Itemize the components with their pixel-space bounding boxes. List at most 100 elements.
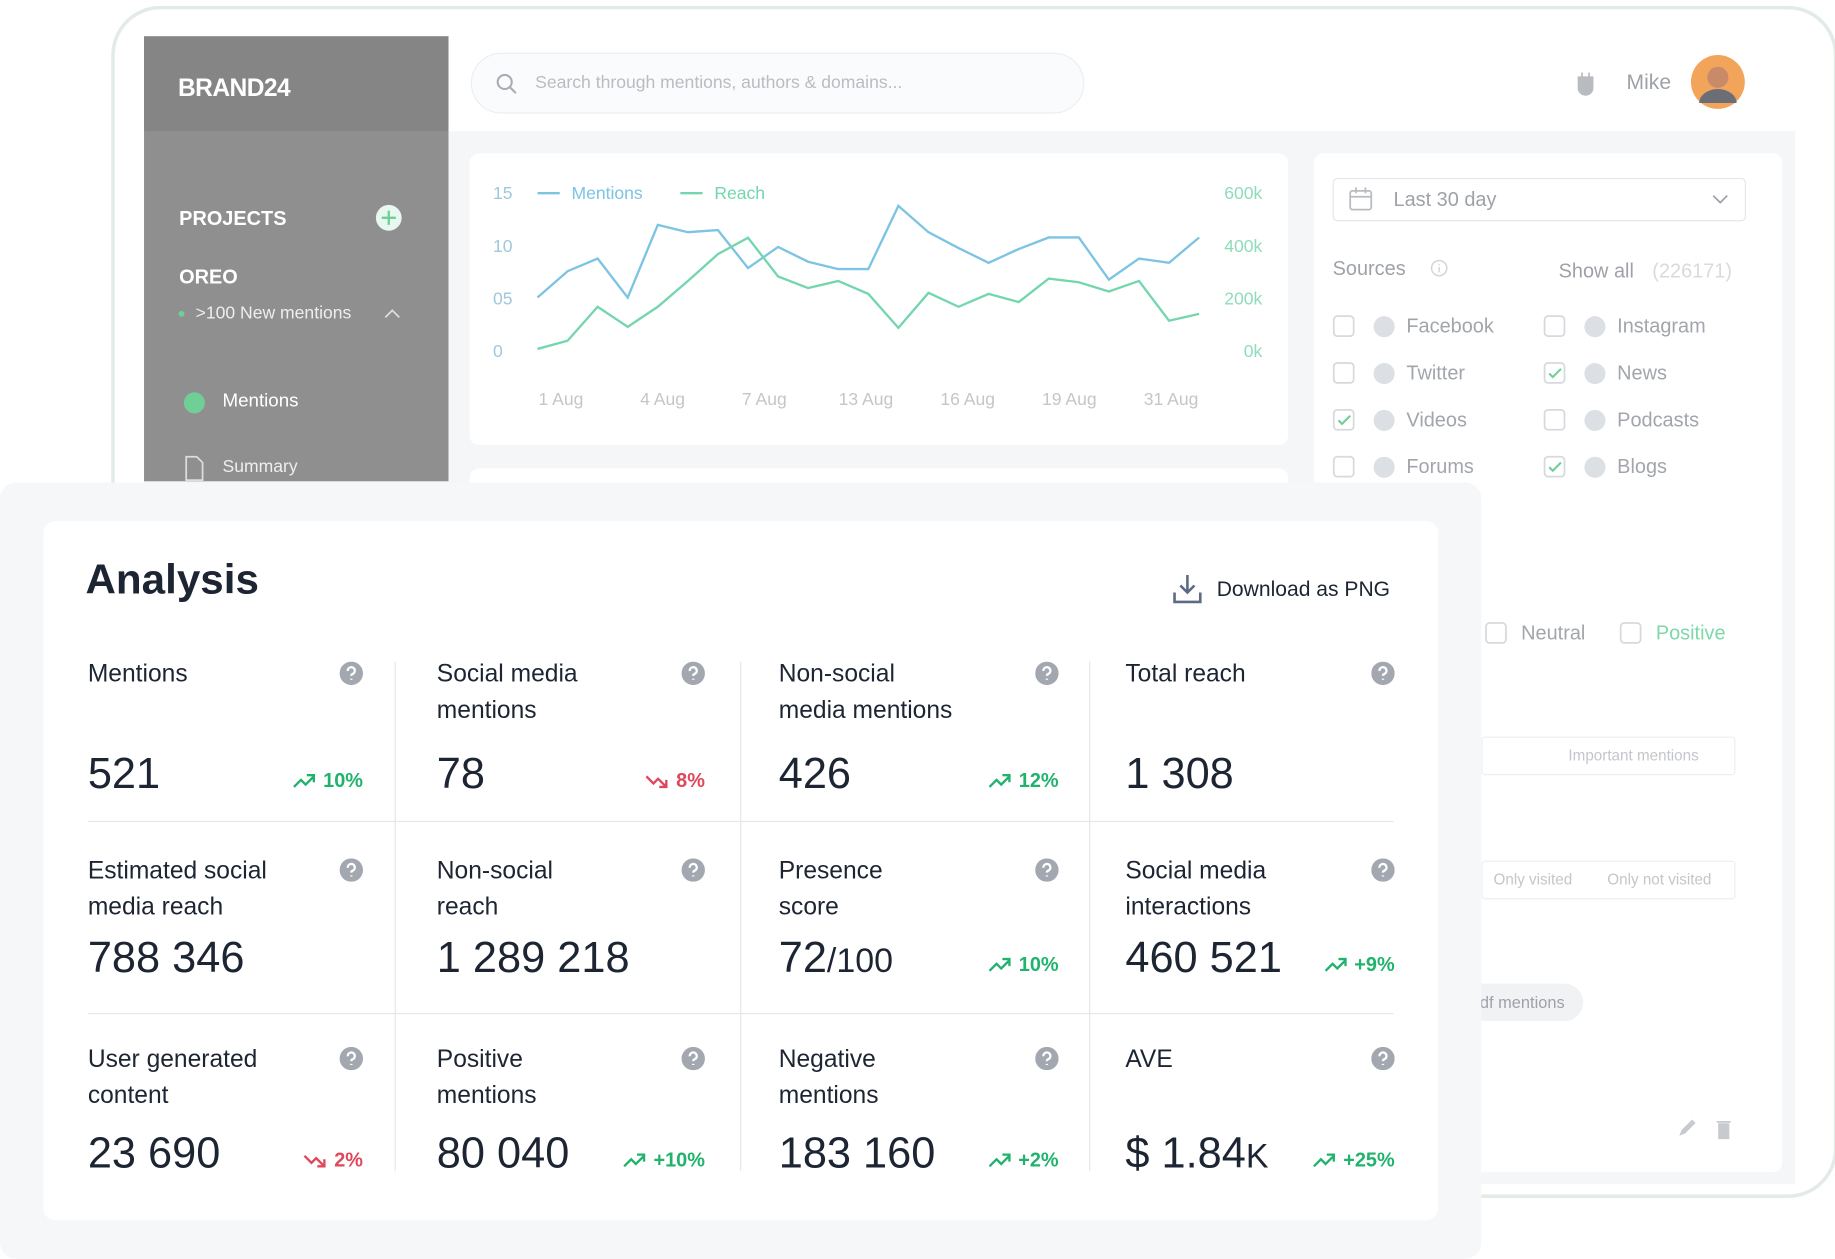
help-icon[interactable] [1371, 858, 1395, 882]
help-circle [1371, 1046, 1395, 1071]
series-line [537, 236, 1200, 351]
help-glyph [1378, 666, 1388, 680]
metric-value-number: 460 521 [1125, 933, 1282, 982]
source-label[interactable]: Facebook [1406, 315, 1494, 338]
nav-item[interactable]: Summary [222, 456, 298, 477]
help-icon[interactable] [681, 1046, 705, 1071]
metric-value-number: 426 [778, 749, 852, 798]
y2-tick-label: 200k [1224, 288, 1262, 308]
metric-value-number: 183 160 [778, 1128, 936, 1177]
project-name[interactable]: OREO [179, 265, 238, 289]
source-label[interactable]: Twitter [1406, 361, 1466, 385]
metric-value-number: 1 308 [1125, 749, 1234, 798]
metric-value: 460 521 [1125, 933, 1282, 982]
checkbox-box [1619, 622, 1642, 644]
metric-change-text: +25% [1343, 1148, 1395, 1172]
y-tick-label: 0 [493, 341, 503, 361]
metric-value: 183 160 [779, 1129, 936, 1178]
sources-total: (226171) [1652, 259, 1733, 283]
help-glyph [1378, 862, 1388, 877]
help-glyph [688, 862, 698, 877]
metric-change-text: +2% [1018, 1148, 1059, 1172]
metric-label: User generated [87, 1045, 258, 1073]
checkbox-box [1332, 408, 1355, 431]
source-label[interactable]: Videos [1406, 408, 1467, 431]
row-actions[interactable] [1677, 1117, 1736, 1140]
help-icon[interactable] [1035, 1046, 1059, 1071]
download-icon[interactable] [1171, 573, 1204, 606]
toggle-option[interactable]: Only not visited [1607, 870, 1712, 889]
metric-change: 10% [988, 953, 1059, 976]
sentiment-label[interactable]: Positive [1655, 621, 1726, 645]
toggle-option[interactable]: Important mentions [1568, 746, 1699, 765]
sentiment-label[interactable]: Neutral [1521, 621, 1586, 645]
metric-change: 12% [988, 769, 1059, 792]
help-glyph [346, 666, 356, 680]
source-label[interactable]: Podcasts [1617, 408, 1700, 431]
metric-label: Total reach [1125, 660, 1246, 688]
x-tick-label: 31 Aug [1144, 389, 1199, 409]
avatar[interactable] [1690, 54, 1746, 110]
metric-label: Positive [436, 1045, 523, 1073]
help-glyph [688, 1051, 698, 1066]
help-icon[interactable] [339, 1046, 364, 1071]
source-icon-shape [1584, 409, 1606, 431]
metric-value-number: 788 346 [87, 933, 245, 982]
toggle[interactable] [1481, 736, 1736, 776]
metric-label: score [778, 893, 839, 921]
user-name[interactable]: Mike [1626, 70, 1672, 94]
metric-change: +9% [1324, 953, 1395, 976]
add-project[interactable] [375, 204, 403, 232]
metric-value: 426 [779, 749, 851, 798]
help-icon[interactable] [339, 858, 364, 882]
trend-icon [988, 774, 1011, 788]
nav-item[interactable]: Mentions [222, 391, 299, 412]
metric-tile: User generated content 23 690 2% [87, 1041, 364, 1189]
metric-change: 2% [304, 1149, 363, 1172]
source-icon [1584, 316, 1606, 338]
help-icon[interactable] [681, 858, 705, 882]
help-icon[interactable] [1371, 1046, 1395, 1071]
trend-icon [646, 775, 668, 789]
metric-label: Social media [1125, 857, 1267, 885]
metric-value-number: $ 1.84 [1125, 1128, 1246, 1177]
source-label[interactable]: Forums [1406, 455, 1474, 478]
metric-change: 10% [293, 769, 363, 792]
summary-icon [185, 455, 204, 481]
trend-icon [1313, 1153, 1336, 1168]
date-dropdown[interactable] [1332, 177, 1746, 222]
toggle-option[interactable]: Only visited [1493, 870, 1573, 889]
metric-value: $ 1.84K [1125, 1129, 1268, 1178]
info-icon [1430, 259, 1448, 277]
help-icon[interactable] [339, 661, 364, 686]
x-tick-label: 7 Aug [742, 389, 787, 409]
x-tick-label: 4 Aug [640, 389, 685, 409]
metric-value: 78 [437, 749, 485, 798]
help-circle [1035, 661, 1059, 686]
download-button[interactable]: Download as PNG [1216, 577, 1391, 601]
metric-value-number: 80 040 [436, 1128, 570, 1177]
notification-icon[interactable] [1574, 70, 1597, 96]
checkbox-box [1543, 455, 1566, 478]
metric-tile: AVE $ 1.84K +25% [1125, 1041, 1395, 1189]
help-circle [339, 858, 364, 882]
x-tick-label: 16 Aug [940, 389, 995, 409]
show-all[interactable]: Show all [1558, 259, 1634, 283]
toggle[interactable] [1481, 860, 1736, 900]
search-box[interactable] [470, 52, 1085, 114]
help-icon[interactable] [1035, 858, 1059, 882]
checkmark [1337, 414, 1351, 426]
x-tick-label: 13 Aug [839, 389, 894, 409]
source-label[interactable]: News [1617, 361, 1667, 385]
help-icon[interactable] [1035, 661, 1059, 686]
source-label[interactable]: Blogs [1617, 455, 1667, 478]
source-label[interactable]: Instagram [1617, 315, 1706, 338]
search-icon [496, 73, 517, 94]
mentions-icon [183, 392, 205, 414]
calendar-icon [1349, 187, 1373, 211]
help-icon[interactable] [681, 661, 705, 686]
collapse-icon[interactable] [383, 307, 402, 321]
help-icon[interactable] [1371, 661, 1395, 686]
metric-value-number: 521 [87, 749, 161, 798]
help-glyph [346, 862, 356, 877]
